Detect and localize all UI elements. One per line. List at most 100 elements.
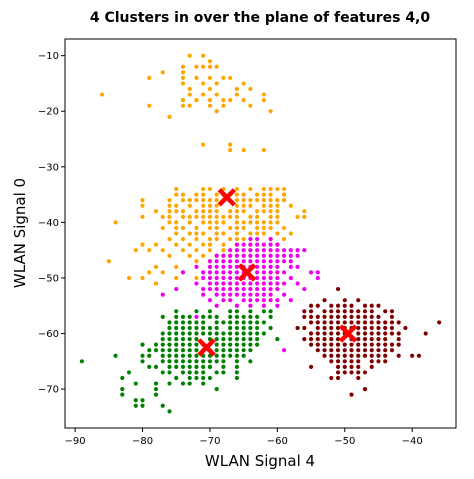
scatter-point [147, 248, 152, 253]
scatter-point [153, 381, 159, 386]
scatter-point [180, 236, 186, 242]
scatter-point [362, 309, 368, 314]
scatter-point [268, 253, 273, 258]
scatter-point [248, 314, 253, 319]
scatter-point [342, 314, 347, 319]
scatter-point [261, 309, 266, 314]
scatter-point [241, 320, 246, 325]
scatter-point [201, 325, 206, 331]
scatter-point [335, 375, 341, 381]
scatter-point [194, 264, 199, 269]
scatter-point [261, 331, 266, 336]
scatter-point [342, 303, 347, 308]
scatter-point [174, 309, 179, 314]
scatter-point [362, 342, 368, 347]
scatter-point [133, 381, 138, 386]
scatter-point [302, 248, 307, 253]
scatter-point [302, 314, 307, 319]
scatter-point [214, 331, 219, 336]
scatter-point [214, 303, 219, 308]
scatter-point [369, 348, 374, 353]
scatter-point [329, 309, 334, 314]
scatter-point [383, 353, 388, 358]
scatter-point [255, 286, 260, 292]
scatter-point [214, 314, 219, 319]
scatter-point [281, 253, 287, 258]
scatter-point [140, 214, 145, 219]
scatter-point [241, 192, 246, 197]
scatter-point [356, 359, 361, 364]
x-tick-label: −40 [402, 436, 423, 447]
scatter-point [207, 98, 213, 103]
scatter-point [241, 325, 246, 331]
scatter-point [214, 198, 219, 203]
scatter-point [214, 109, 219, 114]
scatter-point [234, 242, 240, 247]
scatter-point [228, 275, 233, 281]
scatter-point [221, 98, 226, 103]
scatter-point [369, 325, 374, 331]
scatter-point [437, 320, 442, 325]
scatter-point [288, 259, 293, 264]
scatter-point [201, 275, 206, 281]
scatter-point [194, 198, 199, 203]
scatter-point [180, 336, 186, 342]
scatter-point [187, 370, 192, 375]
scatter-point [281, 198, 287, 203]
scatter-point [268, 236, 273, 242]
scatter-point [167, 203, 172, 208]
scatter-point [221, 264, 226, 269]
scatter-point [241, 253, 246, 258]
scatter-point [302, 214, 307, 219]
scatter-point [221, 353, 226, 358]
scatter-point [194, 336, 199, 342]
scatter-point [248, 325, 253, 331]
scatter-point [295, 264, 300, 269]
scatter-point [201, 375, 206, 381]
scatter-point [255, 209, 260, 214]
scatter-point [133, 248, 138, 253]
scatter-point [140, 342, 145, 347]
scatter-point [241, 348, 246, 353]
scatter-point [167, 220, 172, 225]
scatter-point [342, 342, 347, 347]
scatter-point [221, 220, 226, 225]
scatter-point [201, 192, 206, 197]
scatter-point [376, 359, 381, 364]
scatter-point [248, 242, 253, 247]
scatter-point [275, 298, 280, 303]
scatter-point [221, 242, 226, 247]
scatter-point [261, 98, 266, 103]
scatter-point [335, 309, 341, 314]
scatter-point [248, 214, 253, 219]
scatter-point [376, 331, 381, 336]
scatter-point [261, 186, 266, 192]
scatter-point [180, 370, 186, 375]
scatter-point [248, 86, 253, 92]
scatter-point [228, 314, 233, 319]
scatter-point [140, 198, 145, 203]
scatter-point [329, 303, 334, 308]
y-tick-label: −20 [38, 107, 59, 118]
scatter-point [288, 248, 293, 253]
scatter-point [214, 203, 219, 208]
scatter-point [194, 309, 199, 314]
scatter-point [241, 342, 246, 347]
scatter-point [207, 75, 213, 80]
scatter-point [389, 314, 395, 319]
scatter-point [261, 320, 266, 325]
scatter-point [187, 242, 192, 247]
scatter-point [207, 220, 213, 225]
scatter-point [255, 236, 260, 242]
scatter-point [207, 314, 213, 319]
scatter-point [228, 253, 233, 258]
scatter-point [362, 325, 368, 331]
scatter-point [228, 209, 233, 214]
scatter-point [255, 192, 260, 197]
scatter-point [106, 259, 111, 264]
scatter-point [295, 281, 300, 286]
scatter-point [275, 275, 280, 281]
scatter-point [389, 342, 395, 347]
scatter-point [255, 342, 260, 347]
scatter-point [167, 331, 172, 336]
